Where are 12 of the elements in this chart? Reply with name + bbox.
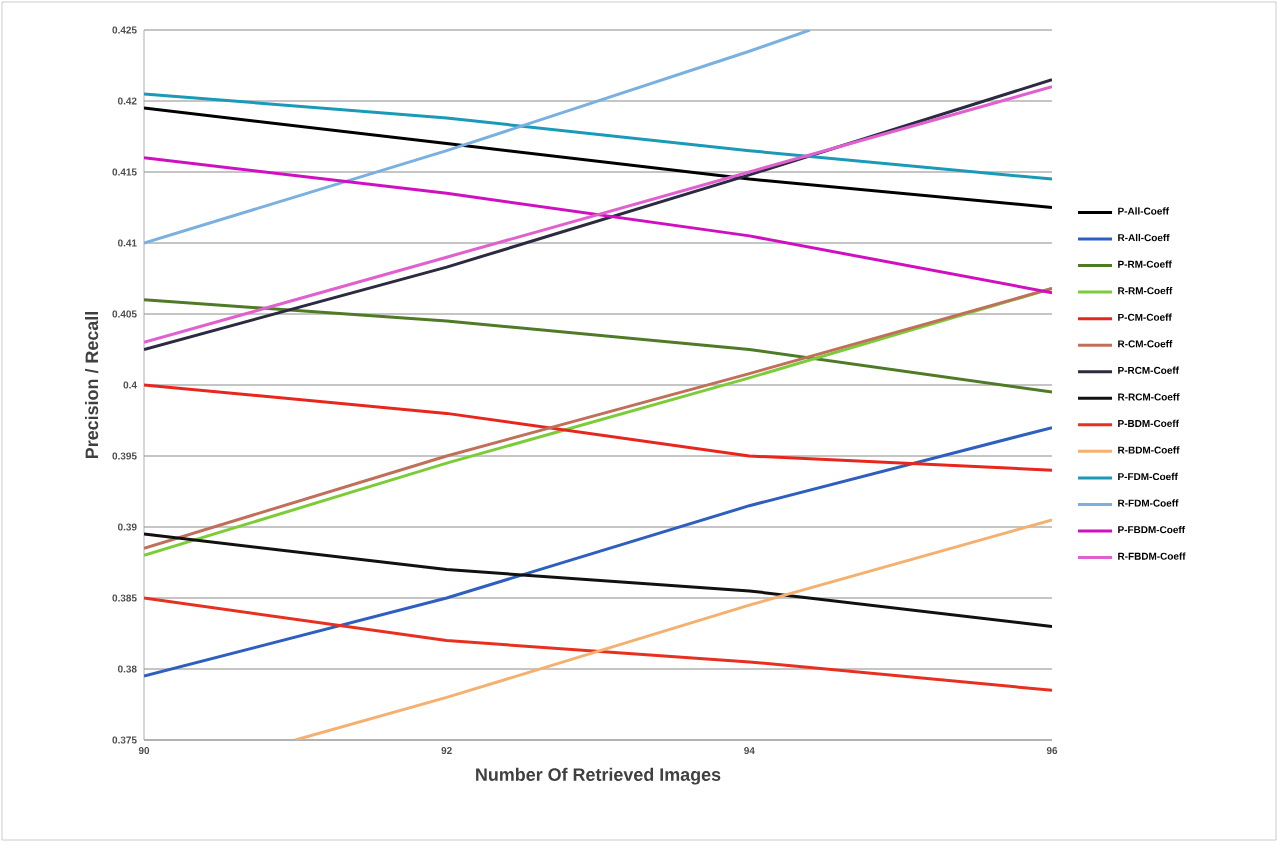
- line-series: [144, 596, 1052, 692]
- line-series: [144, 156, 1052, 295]
- line-series: [144, 426, 1052, 678]
- line-series: [144, 383, 1052, 472]
- line-series: [144, 92, 1052, 181]
- line-series: [144, 106, 1052, 209]
- line-series: [293, 518, 1052, 740]
- line-series: [144, 29, 812, 245]
- line-series: [144, 298, 1052, 394]
- y-axis-title: Precision / Recall: [84, 312, 99, 459]
- x-axis-title: Number Of Retrieved Images: [476, 767, 721, 785]
- line-series: [144, 532, 1052, 628]
